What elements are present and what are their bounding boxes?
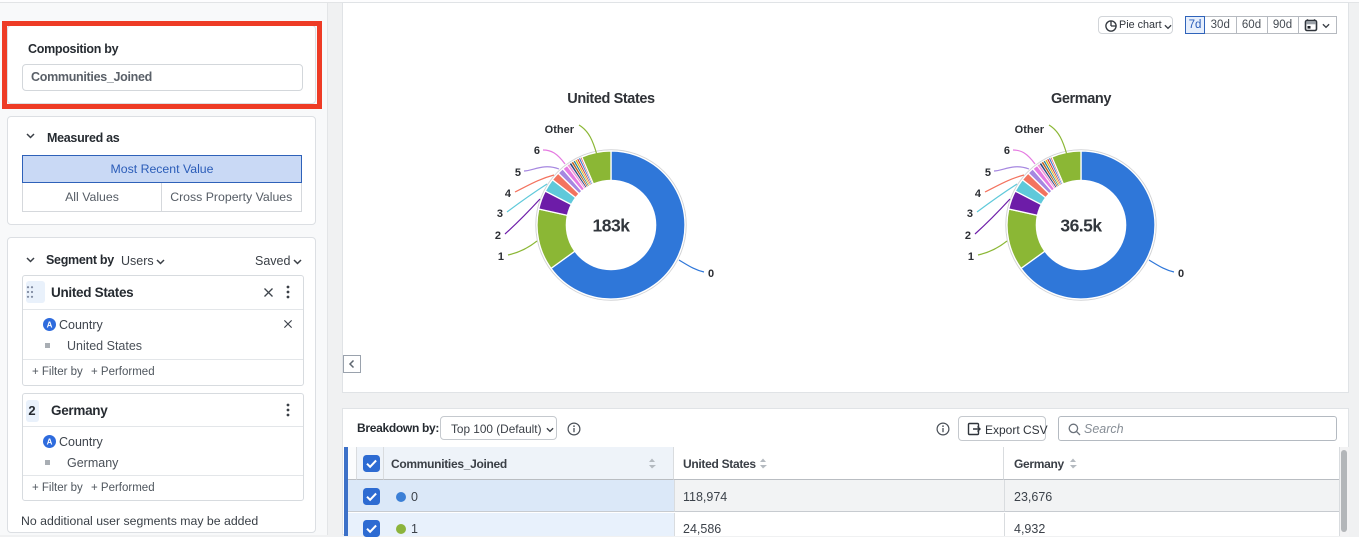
svg-text:6: 6 — [1004, 145, 1010, 157]
svg-text:Other: Other — [1015, 124, 1045, 136]
svg-text:1: 1 — [498, 251, 504, 263]
svg-text:183k: 183k — [593, 216, 631, 236]
svg-text:3: 3 — [967, 208, 973, 220]
svg-text:4: 4 — [975, 188, 982, 200]
svg-text:Other: Other — [545, 124, 575, 136]
svg-text:5: 5 — [515, 167, 521, 179]
svg-text:36.5k: 36.5k — [1060, 216, 1102, 236]
svg-text:United States: United States — [567, 91, 655, 107]
svg-text:1: 1 — [968, 251, 974, 263]
svg-text:2: 2 — [965, 230, 971, 242]
svg-text:2: 2 — [495, 230, 501, 242]
svg-text:4: 4 — [505, 188, 512, 200]
svg-text:0: 0 — [1178, 268, 1184, 280]
svg-text:5: 5 — [985, 167, 991, 179]
svg-text:Germany: Germany — [1051, 91, 1111, 107]
svg-text:A: A — [47, 437, 53, 446]
svg-text:0: 0 — [708, 268, 714, 280]
svg-text:3: 3 — [497, 208, 503, 220]
svg-text:A: A — [47, 320, 53, 329]
svg-text:6: 6 — [534, 145, 540, 157]
